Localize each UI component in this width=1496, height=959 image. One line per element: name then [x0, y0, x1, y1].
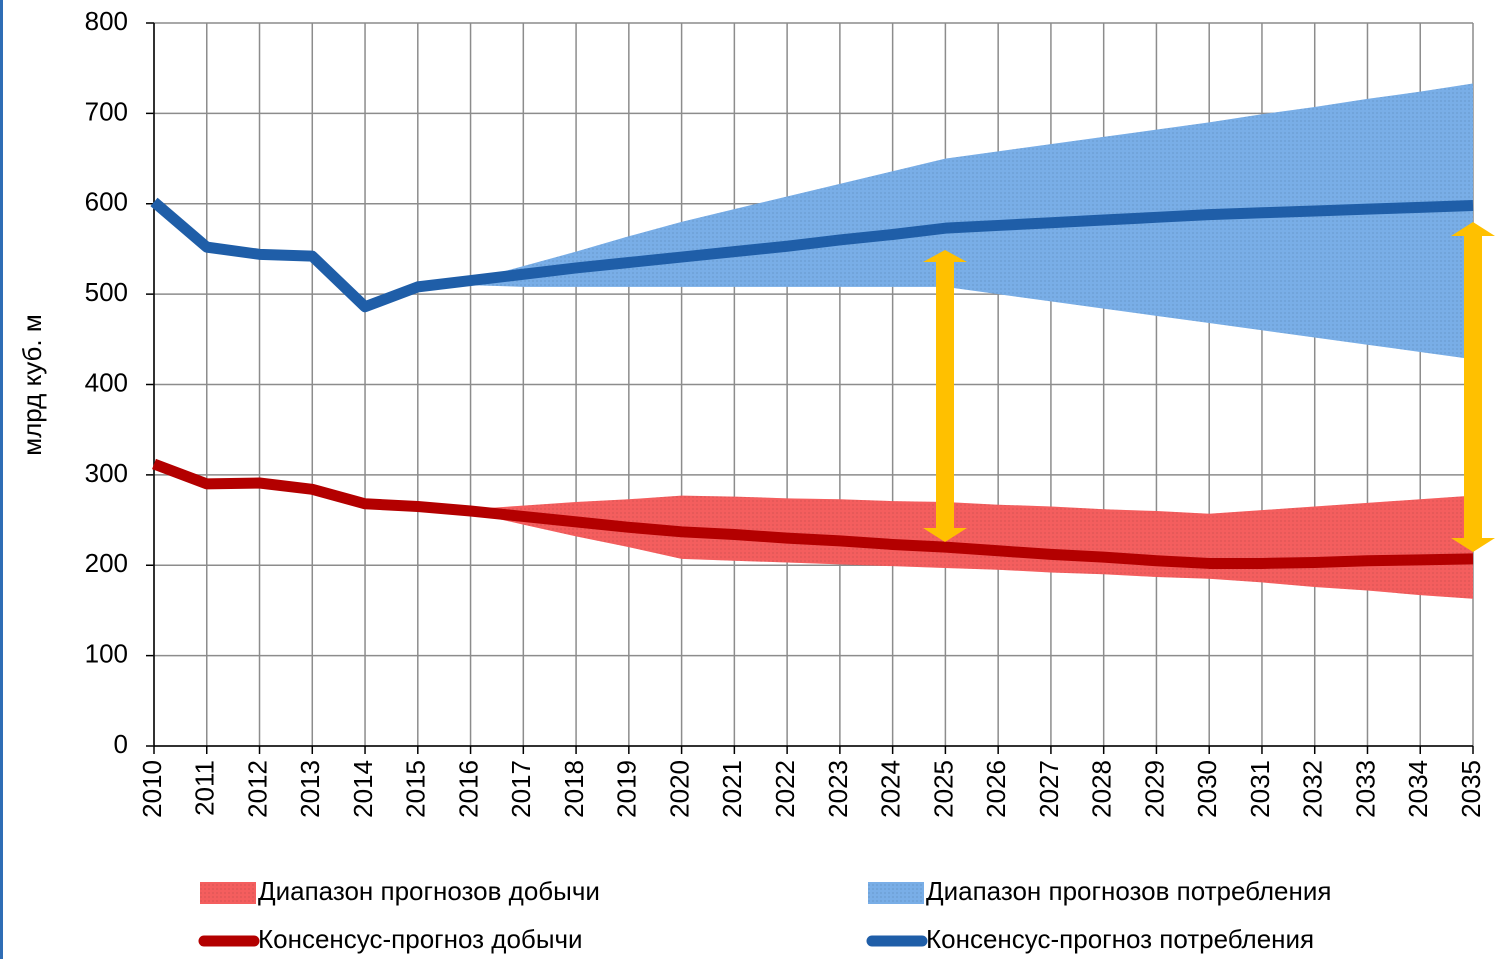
x-tick-label: 2022	[770, 760, 800, 818]
gap-arrow	[1451, 222, 1495, 552]
x-tick-label: 2019	[612, 760, 642, 818]
x-tick-label: 2014	[348, 760, 378, 818]
x-tick-label: 2033	[1350, 760, 1380, 818]
x-tick-label: 2015	[401, 760, 431, 818]
x-tick-label: 2010	[137, 760, 167, 818]
x-tick-label: 2029	[1139, 760, 1169, 818]
x-tick-label: 2016	[453, 760, 483, 818]
x-tick-label: 2035	[1456, 760, 1486, 818]
y-tick-label: 700	[85, 96, 128, 126]
x-tick-label: 2013	[295, 760, 325, 818]
x-tick-label: 2030	[1192, 760, 1222, 818]
y-tick-label: 500	[85, 277, 128, 307]
y-tick-label: 800	[85, 6, 128, 36]
x-tick-label: 2011	[190, 760, 220, 816]
x-tick-label: 2034	[1403, 760, 1433, 818]
x-tick-label: 2028	[1087, 760, 1117, 818]
x-tick-label: 2031	[1245, 760, 1275, 818]
x-tick-label: 2012	[242, 760, 272, 818]
legend-label: Консенсус-прогноз потребления	[926, 924, 1314, 954]
x-tick-label: 2032	[1298, 760, 1328, 818]
plot: 0 100 200 300 400 500 600 700 800 2010 2011 2012 201…	[85, 6, 1486, 818]
legend-swatch-texture	[200, 882, 256, 904]
x-tick-label: 2017	[506, 760, 536, 818]
x-tick-label: 2021	[717, 760, 747, 818]
gap-arrows	[923, 222, 1495, 552]
x-tick-label: 2025	[928, 760, 958, 818]
x-tick-label: 2027	[1034, 760, 1064, 818]
series-line	[152, 458, 1474, 569]
y-axis-label: млрд куб. м	[17, 314, 47, 455]
series-line	[150, 197, 1474, 313]
x-tick-label: 2023	[823, 760, 853, 818]
legend-label: Консенсус-прогноз добычи	[258, 924, 583, 954]
legend: Диапазон прогнозов добычи Диапазон прогно…	[198, 876, 1331, 954]
legend-label: Диапазон прогнозов добычи	[258, 876, 600, 906]
x-tick-label: 2026	[981, 760, 1011, 818]
y-tick-label: 200	[85, 548, 128, 578]
x-tick-label: 2024	[876, 760, 906, 818]
y-tick-label: 300	[85, 458, 128, 488]
x-tick-label: 2020	[664, 760, 694, 818]
y-tick-label: 400	[85, 367, 128, 397]
legend-swatch-texture	[868, 882, 924, 904]
x-tick-label: 2018	[559, 760, 589, 818]
frame-edge	[0, 0, 3, 959]
y-tick-label: 600	[85, 187, 128, 217]
y-tick-label: 100	[85, 639, 128, 669]
gap-arrow	[923, 250, 967, 542]
legend-label: Диапазон прогнозов потребления	[926, 876, 1331, 906]
y-tick-label: 0	[114, 729, 128, 759]
